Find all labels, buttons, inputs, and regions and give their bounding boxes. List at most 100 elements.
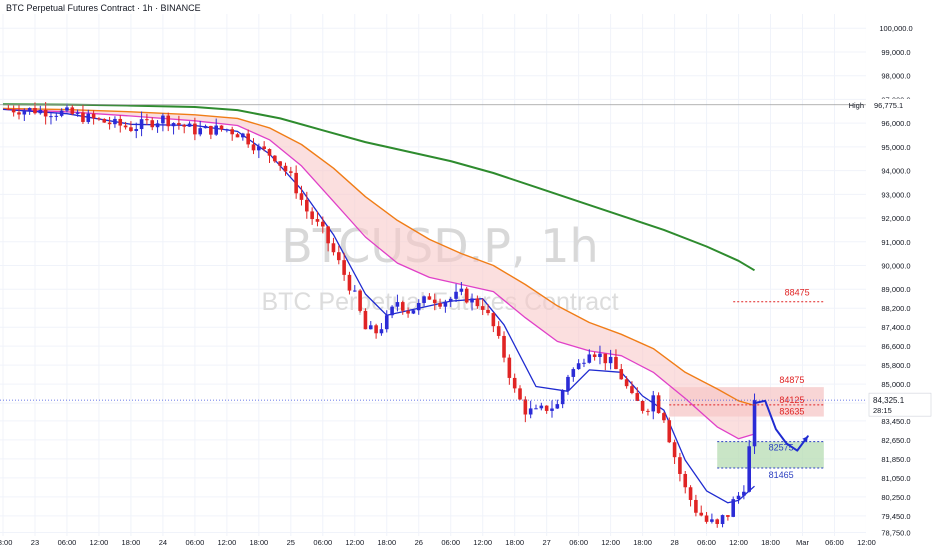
candle-down	[672, 442, 677, 458]
candle-down	[640, 400, 645, 411]
price-tick-label: 81,850.0	[881, 455, 910, 464]
candle-down	[358, 290, 362, 311]
candle-down	[614, 356, 618, 370]
candle-down	[694, 499, 698, 513]
levels: 88475 84875 84125 83635 82575 81465	[0, 104, 866, 480]
candle-up	[59, 110, 64, 116]
candle-up	[448, 298, 453, 302]
time-tick-label: 25	[287, 538, 295, 547]
time-tick-label: 27	[542, 538, 550, 547]
candle-up	[86, 113, 91, 122]
candle-up	[752, 400, 757, 447]
candle-up	[443, 301, 448, 307]
price-axis[interactable]: 100,000.099,000.098,000.097,000.096,000.…	[849, 0, 932, 550]
candle-down	[704, 515, 709, 522]
ema-slow-line	[2, 107, 755, 407]
candle-up	[198, 128, 203, 135]
candle-down	[299, 193, 304, 200]
candle-up	[566, 376, 570, 391]
candle-up	[534, 408, 538, 410]
candle-down	[267, 149, 272, 156]
price-tick-label: 98,000.0	[881, 72, 910, 81]
chart-title: BTC Perpetual Futures Contract · 1h · BI…	[6, 3, 201, 13]
time-tick-label: 12:00	[729, 538, 748, 547]
candle-down	[683, 473, 688, 488]
candle-down	[230, 129, 234, 135]
candle-down	[512, 377, 517, 389]
candle-down	[145, 119, 149, 121]
time-tick-label: 12:00	[473, 538, 492, 547]
candle-up	[710, 519, 714, 522]
candle-down	[438, 303, 442, 307]
candle-down	[432, 299, 437, 304]
candle-down	[246, 133, 250, 145]
candle-down	[699, 512, 704, 516]
candle-down	[193, 123, 197, 135]
price-tick-label: 100,000.0	[879, 24, 912, 33]
candle-down	[518, 388, 522, 400]
candle-up	[65, 107, 69, 111]
candle-up	[416, 302, 421, 311]
time-axis[interactable]: 18:00 23 06:00 12:00 18:00 24 06:00 12:00 18:00 2…	[0, 538, 876, 547]
candle-down	[480, 306, 485, 310]
resistance_bottom-label: 83635	[779, 407, 804, 417]
candle-down	[406, 310, 410, 314]
time-tick-label: Mar	[796, 538, 809, 547]
price-tick-label: 93,000.0	[881, 190, 910, 199]
candle-down	[678, 457, 682, 474]
candle-up	[539, 405, 544, 409]
time-tick-label: 18:00	[761, 538, 780, 547]
candle-up	[459, 288, 464, 292]
candle-down	[166, 115, 171, 127]
time-tick-label: 18:00	[122, 538, 141, 547]
candle-up	[214, 125, 218, 135]
candle-down	[283, 165, 288, 172]
time-tick-label: 18:00	[0, 538, 12, 547]
candle-down	[603, 353, 608, 364]
price-tick-label: 85,000.0	[881, 380, 910, 389]
time-tick-label: 06:00	[441, 538, 460, 547]
candles	[6, 102, 757, 528]
candle-down	[182, 124, 187, 127]
candle-down	[81, 112, 85, 122]
price-tick-label: 79,450.0	[881, 512, 910, 521]
price-tick-label: 85,800.0	[881, 361, 910, 370]
price-tick-label: 90,000.0	[881, 262, 910, 271]
candle-down	[502, 335, 506, 358]
candle-down	[11, 109, 16, 113]
candle-down	[486, 309, 490, 314]
candle-down	[347, 274, 352, 291]
candle-up	[422, 296, 426, 303]
candle-down	[107, 122, 112, 125]
candle-down	[496, 326, 501, 336]
time-tick-label: 23	[31, 538, 39, 547]
time-tick-label: 12:00	[90, 538, 109, 547]
candle-up	[390, 306, 394, 316]
candle-up	[54, 115, 59, 117]
candle-down	[464, 288, 469, 303]
candle-down	[6, 108, 11, 110]
candle-down	[667, 420, 672, 443]
projection-arrowhead	[802, 436, 808, 443]
candle-down	[97, 118, 101, 120]
candle-up	[720, 515, 725, 525]
high-badge	[870, 98, 932, 111]
candle-down	[715, 519, 720, 525]
candle-down	[209, 125, 213, 135]
candle-down	[118, 118, 123, 126]
time-tick-label: 06:00	[58, 538, 77, 547]
candle-down	[235, 134, 240, 138]
candle-up	[49, 116, 53, 118]
time-tick-label: 28	[670, 538, 678, 547]
candle-up	[582, 362, 586, 364]
high-value-label: 96,775.1	[874, 101, 903, 110]
candle-up	[113, 118, 117, 125]
candle-up	[598, 353, 602, 357]
projection-path	[753, 399, 809, 452]
time-tick-label: 24	[159, 538, 167, 547]
candle-up	[747, 446, 751, 492]
candle-down	[70, 107, 75, 114]
candle-up	[731, 499, 736, 517]
candle-down	[630, 386, 634, 394]
